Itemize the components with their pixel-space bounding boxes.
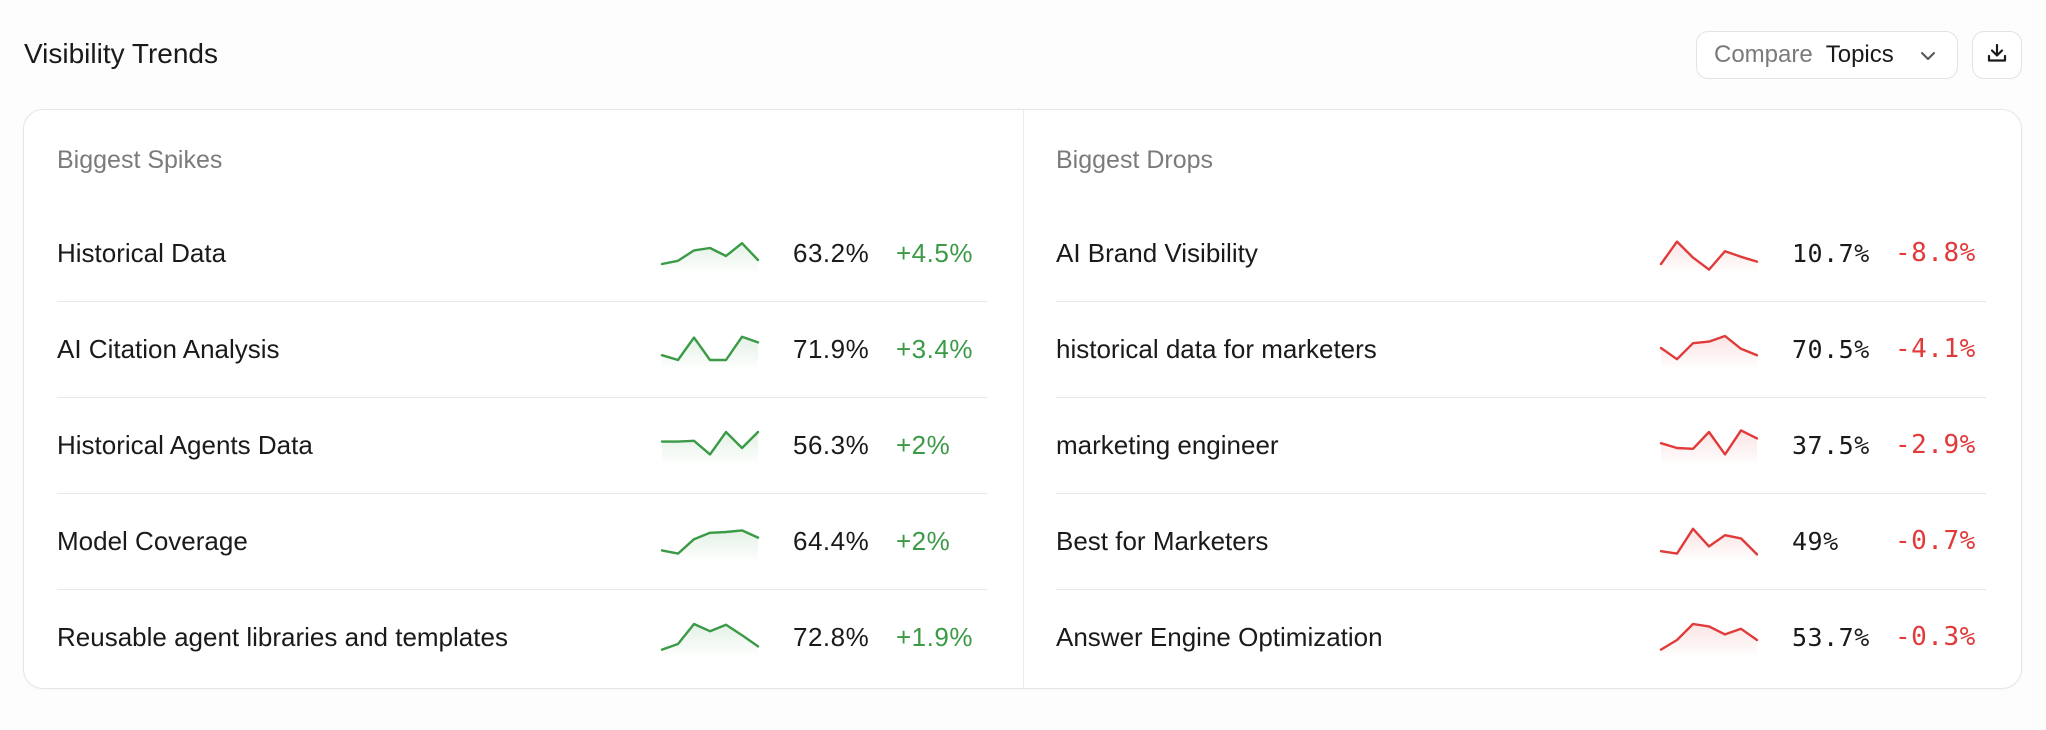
compare-dropdown[interactable]: Compare Topics [1696,31,1958,79]
spikes-list: Historical Data 63.2% +4.5% AI Citation … [57,206,987,685]
section-title: Visibility Trends [24,38,219,69]
download-icon [1985,41,2009,70]
sparkline-area [1661,430,1757,466]
chevron-down-icon [1917,45,1939,74]
sparkline-line [1659,240,1759,271]
drops-list: AI Brand Visibility 10.7% -8.8% historic… [1056,206,1986,685]
sparkline-area [662,432,758,466]
sparkline-line [660,430,760,456]
change-value: +1.9% [896,622,973,652]
sparkline-chart [660,430,760,466]
sparkline-chart [1659,527,1759,562]
spike-row[interactable]: AI Citation Analysis 71.9% +3.4% [57,302,987,398]
topic-name: marketing engineer [1056,430,1279,460]
compare-value: Topics [1825,41,1894,68]
topic-name: Model Coverage [57,526,248,556]
sparkline-line [660,242,760,266]
sparkline [660,330,760,375]
change-value: -0.3% [1895,622,1976,652]
sparkline-chart [660,622,760,658]
visibility-value: 72.8% [793,622,870,652]
trends-card: Biggest Spikes Historical Data 63.2% +4.… [23,109,2022,689]
spike-row[interactable]: Model Coverage 64.4% +2% [57,494,987,590]
visibility-value: 63.2% [793,238,870,268]
sparkline-line [1659,527,1759,556]
drop-row[interactable]: marketing engineer 37.5% -2.9% [1056,398,1986,494]
visibility-value: 56.3% [793,430,870,460]
change-value: -2.9% [1895,430,1976,460]
drop-row[interactable]: Best for Marketers 49% -0.7% [1056,494,1986,590]
visibility-value: 64.4% [793,526,870,556]
sparkline-chart [1659,622,1759,658]
sparkline-chart [1659,429,1759,466]
compare-label: Compare [1714,41,1813,68]
sparkline [660,618,760,663]
sparkline-chart [660,242,760,274]
change-value: -8.8% [1895,238,1976,268]
topic-name: AI Citation Analysis [57,334,280,364]
topic-name: Historical Data [57,238,227,268]
sparkline-chart [660,529,760,562]
change-value: +3.4% [896,334,973,364]
topic-name: historical data for marketers [1056,334,1377,364]
spike-row[interactable]: Historical Agents Data 56.3% +2% [57,398,987,494]
section-header: Visibility Trends Compare Topics [0,0,2046,110]
topic-name: AI Brand Visibility [1056,238,1258,268]
sparkline [660,234,760,279]
sparkline [660,522,760,567]
sparkline-area [662,624,758,658]
change-value: +4.5% [896,238,973,268]
sparkline [1659,426,1759,471]
sparkline-chart [660,335,760,370]
spikes-title: Biggest Spikes [57,146,223,174]
sparkline-area [1661,336,1757,370]
topic-name: Answer Engine Optimization [1056,622,1383,652]
change-value: -0.7% [1895,526,1976,556]
sparkline-chart [1659,240,1759,274]
spike-row[interactable]: Reusable agent libraries and templates 7… [57,590,987,685]
sparkline [1659,330,1759,375]
sparkline-line [660,622,760,651]
change-value: +2% [896,526,951,556]
sparkline [1659,234,1759,279]
visibility-value: 70.5% [1792,335,1870,364]
sparkline-line [660,529,760,555]
sparkline-chart [1659,334,1759,370]
change-value: -4.1% [1895,334,1976,364]
visibility-value: 10.7% [1792,239,1870,268]
sparkline-line [660,335,760,362]
drops-title: Biggest Drops [1056,146,1214,174]
sparkline-line [1659,622,1759,651]
sparkline [660,426,760,471]
sparkline-area [662,530,758,562]
change-value: +2% [896,430,951,460]
panel-divider [1023,110,1024,688]
visibility-value: 49% [1792,527,1839,556]
spike-row[interactable]: Historical Data 63.2% +4.5% [57,206,987,302]
topic-name: Historical Agents Data [57,430,313,460]
topic-name: Reusable agent libraries and templates [57,622,508,652]
download-button[interactable] [1972,31,2022,79]
sparkline [1659,522,1759,567]
sparkline-area [662,336,758,370]
visibility-value: 53.7% [1792,623,1870,652]
visibility-value: 71.9% [793,334,870,364]
visibility-value: 37.5% [1792,431,1870,460]
sparkline-line [1659,334,1759,361]
drop-row[interactable]: AI Brand Visibility 10.7% -8.8% [1056,206,1986,302]
topic-name: Best for Marketers [1056,526,1269,556]
sparkline [1659,618,1759,663]
sparkline-line [1659,429,1759,456]
drop-row[interactable]: historical data for marketers 70.5% -4.1… [1056,302,1986,398]
drop-row[interactable]: Answer Engine Optimization 53.7% -0.3% [1056,590,1986,685]
